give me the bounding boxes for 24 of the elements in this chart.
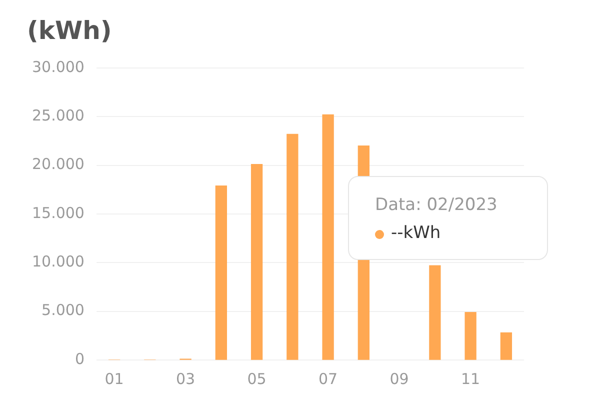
x-tick-label: 01 [104, 370, 124, 388]
y-axis-title: (kWh) [27, 16, 112, 45]
bar [286, 134, 298, 360]
y-tick-label: 20.000 [32, 155, 84, 174]
x-tick-label: 09 [390, 370, 409, 388]
bar [215, 185, 228, 360]
bar [429, 265, 441, 360]
y-tick-label: 30.000 [32, 58, 84, 76]
bar [250, 164, 263, 360]
annotation: --kWh [391, 223, 441, 243]
x-tick-label: 11 [461, 370, 480, 388]
y-tick-label: 10.000 [32, 252, 84, 271]
y-tick-label: 15.000 [32, 204, 84, 222]
bar [322, 114, 334, 360]
x-tick-label: 07 [318, 370, 338, 388]
x-tick-label: 05 [247, 370, 266, 388]
x-tick-label: 03 [176, 370, 196, 388]
bar [464, 312, 476, 360]
y-tick-label: 5.000 [42, 301, 84, 320]
annotation: Data: 02/2023 [375, 195, 498, 215]
y-tick-label: 0 [74, 350, 84, 368]
y-tick-label: 25.000 [32, 106, 84, 125]
popup-card: Data: 02/2023 --kWh [348, 176, 548, 260]
bar [500, 332, 512, 360]
